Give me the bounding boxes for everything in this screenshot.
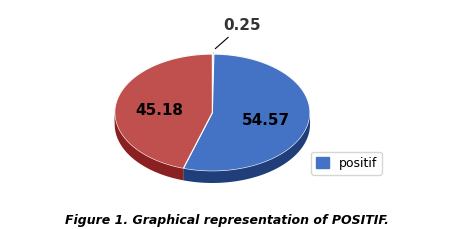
Polygon shape [115, 113, 183, 180]
Text: 0.25: 0.25 [215, 18, 261, 49]
Text: 54.57: 54.57 [242, 113, 290, 128]
Polygon shape [115, 54, 212, 169]
Polygon shape [183, 113, 310, 183]
Polygon shape [183, 54, 310, 171]
Text: Figure 1. Graphical representation of POSITIF.: Figure 1. Graphical representation of PO… [65, 214, 389, 227]
Legend: positif: positif [311, 152, 382, 175]
Polygon shape [214, 54, 310, 124]
Polygon shape [212, 51, 214, 109]
Polygon shape [115, 54, 212, 124]
Polygon shape [212, 51, 214, 62]
Text: 45.18: 45.18 [135, 103, 183, 118]
